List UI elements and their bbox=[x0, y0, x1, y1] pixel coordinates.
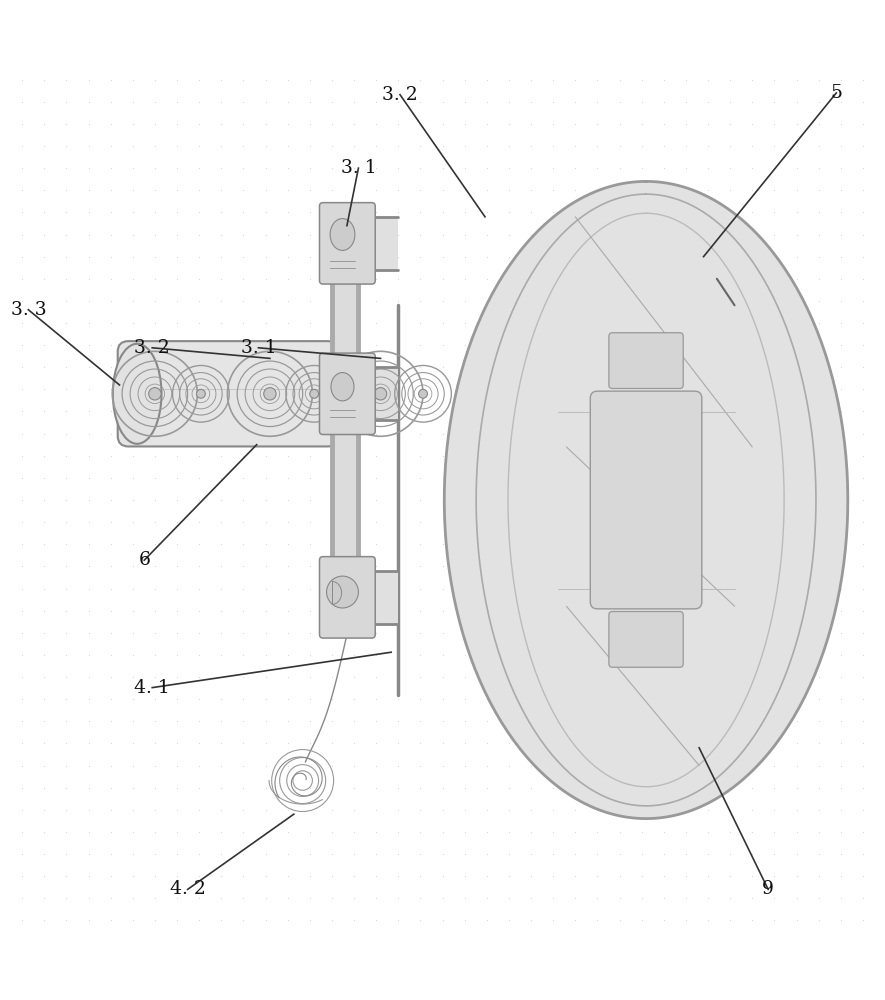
FancyBboxPatch shape bbox=[609, 612, 683, 667]
Ellipse shape bbox=[113, 344, 162, 444]
Text: 4. 2: 4. 2 bbox=[170, 880, 205, 898]
Text: 5: 5 bbox=[830, 84, 843, 102]
Circle shape bbox=[419, 389, 427, 398]
Text: 3. 2: 3. 2 bbox=[382, 86, 418, 104]
Circle shape bbox=[327, 576, 358, 608]
Text: 3. 1: 3. 1 bbox=[341, 159, 376, 177]
Text: 3. 2: 3. 2 bbox=[135, 339, 170, 357]
FancyBboxPatch shape bbox=[319, 557, 375, 638]
Bar bbox=[372, 217, 398, 270]
Ellipse shape bbox=[330, 219, 355, 250]
Circle shape bbox=[374, 388, 387, 400]
Circle shape bbox=[264, 388, 276, 400]
Bar bbox=[372, 571, 398, 624]
FancyBboxPatch shape bbox=[319, 203, 375, 284]
FancyBboxPatch shape bbox=[590, 391, 702, 609]
FancyBboxPatch shape bbox=[609, 333, 683, 388]
Text: 4. 1: 4. 1 bbox=[135, 679, 170, 697]
FancyBboxPatch shape bbox=[319, 353, 375, 435]
Circle shape bbox=[149, 388, 161, 400]
Text: 3. 1: 3. 1 bbox=[241, 339, 276, 357]
FancyBboxPatch shape bbox=[118, 341, 338, 446]
Bar bbox=[332, 281, 358, 560]
Bar bbox=[372, 367, 398, 420]
Text: 3. 3: 3. 3 bbox=[11, 301, 46, 319]
Circle shape bbox=[196, 389, 205, 398]
Text: 6: 6 bbox=[138, 551, 150, 569]
Text: 9: 9 bbox=[762, 880, 774, 898]
Ellipse shape bbox=[331, 373, 354, 401]
Polygon shape bbox=[444, 181, 848, 819]
Circle shape bbox=[310, 389, 319, 398]
